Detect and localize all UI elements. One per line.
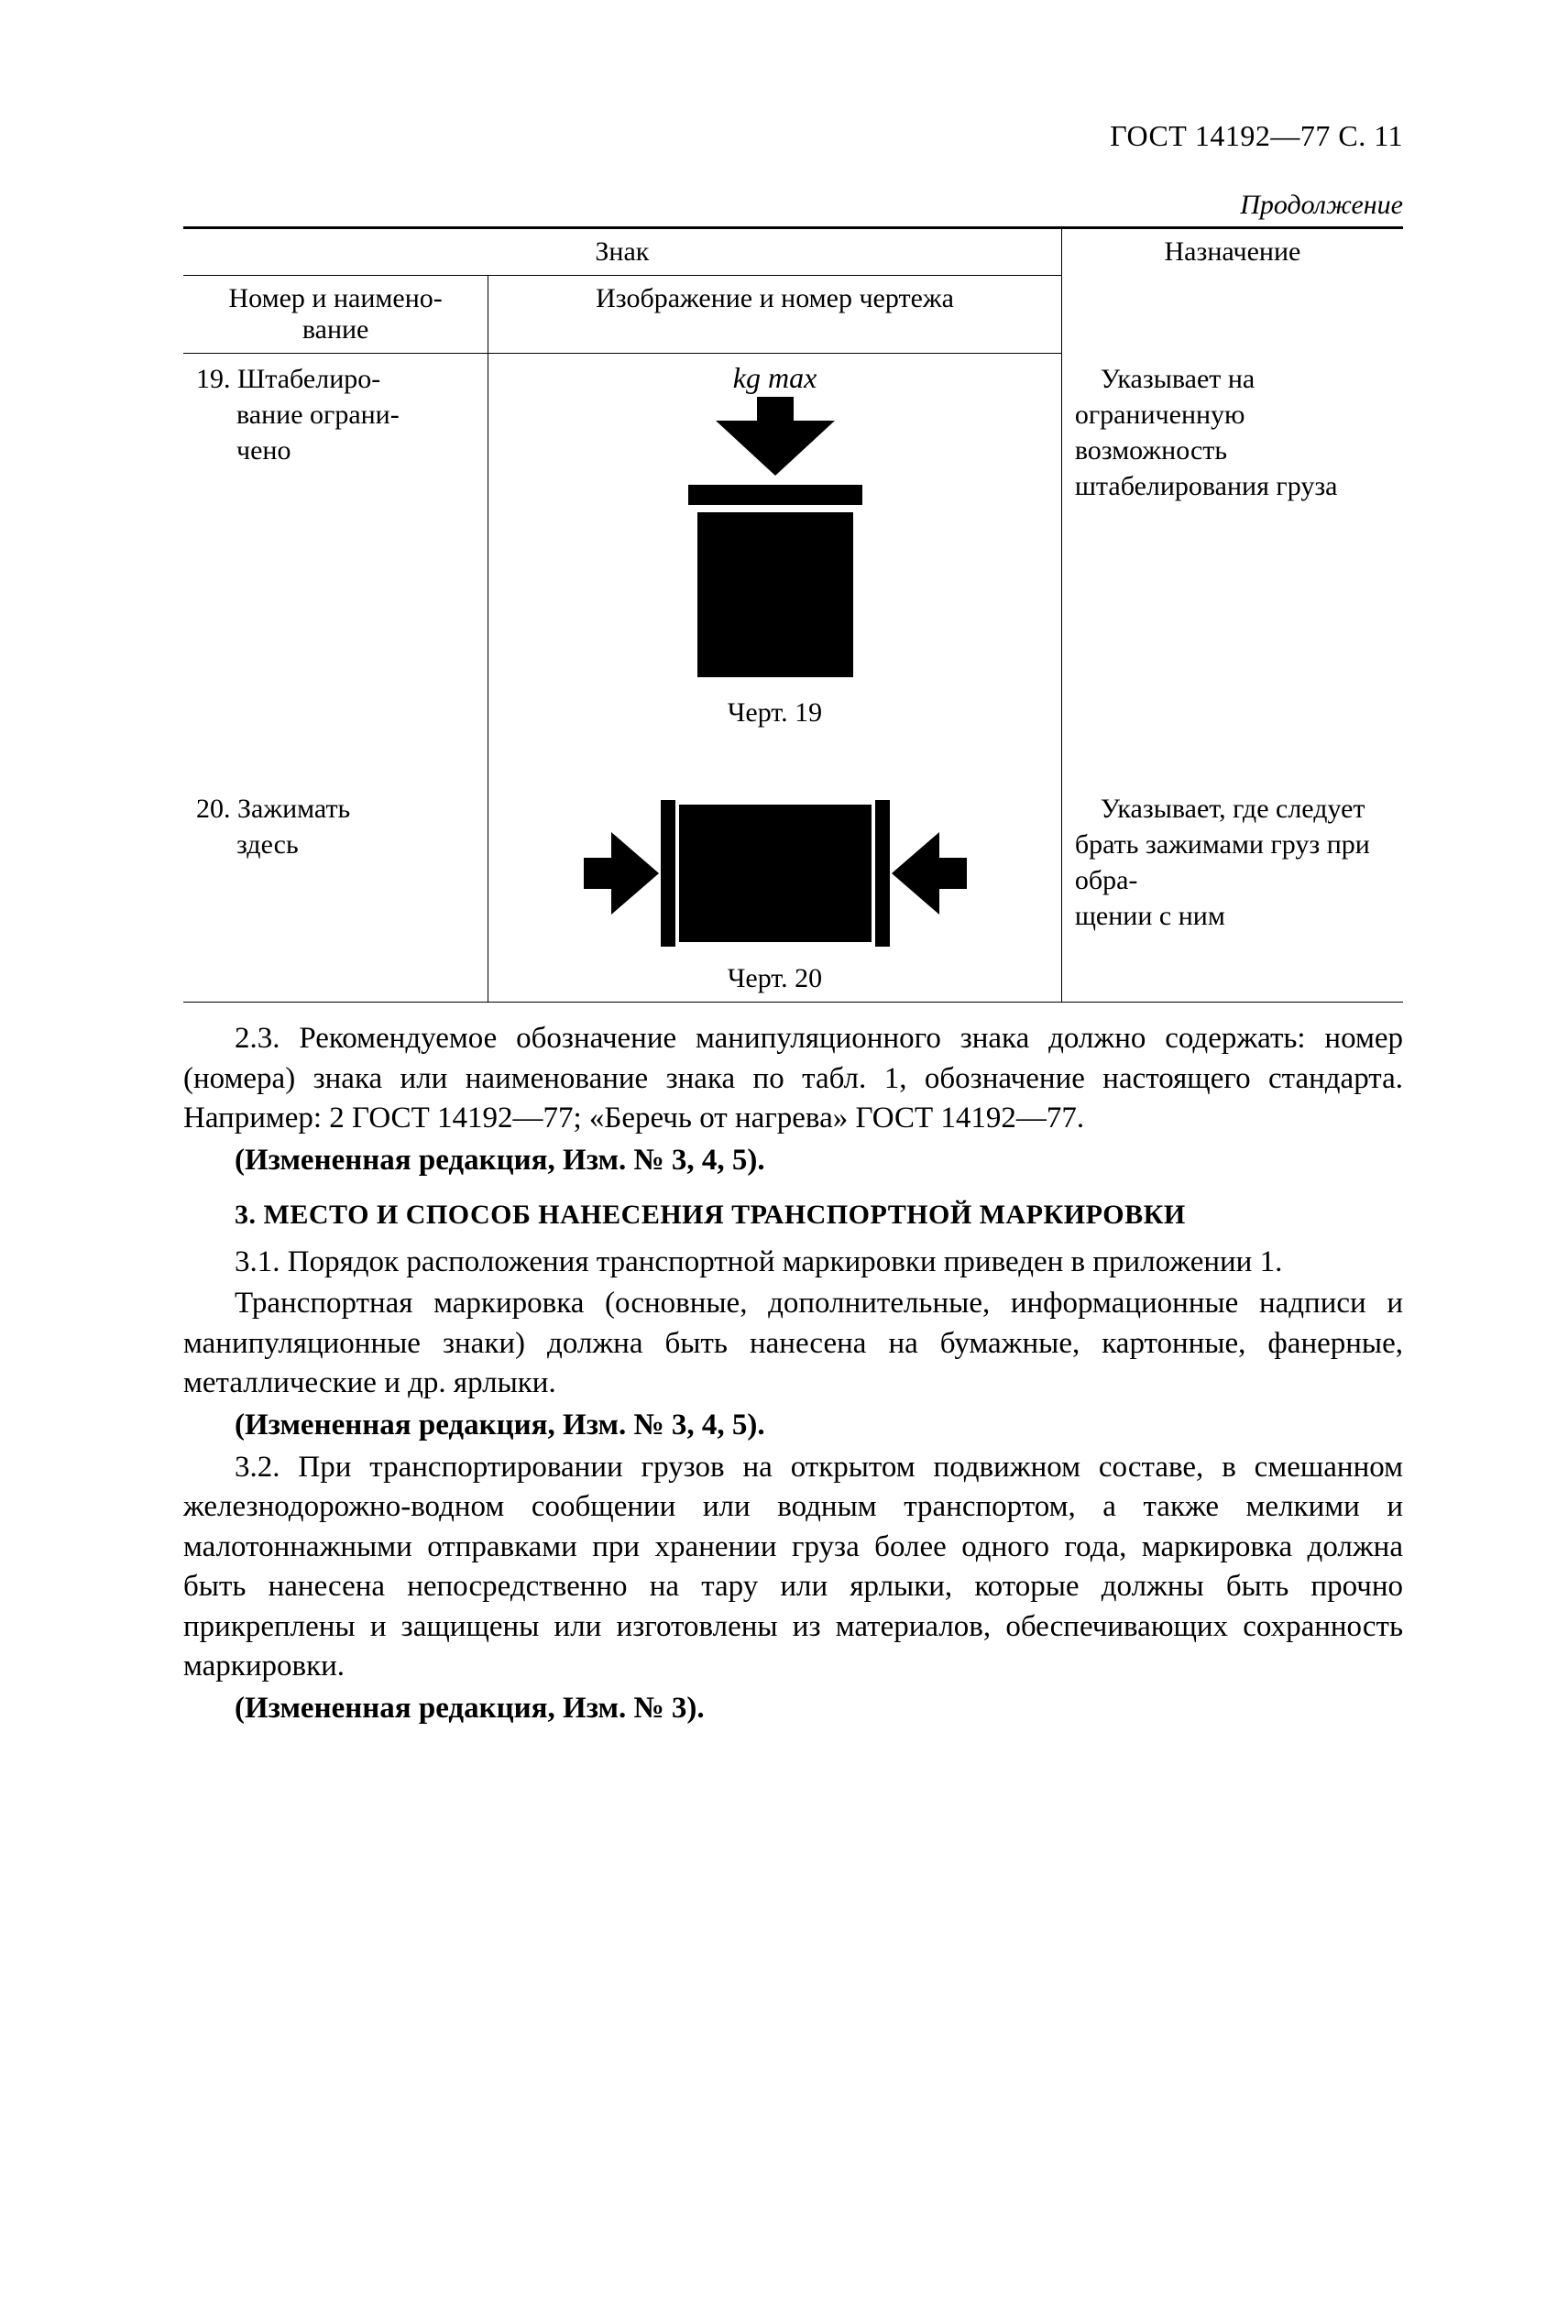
th-nomer: Номер и наимено- вание xyxy=(183,276,488,354)
th-naznachenie: Назначение xyxy=(1061,228,1403,354)
fig19-caption: Черт. 19 xyxy=(501,697,1048,729)
section-3-title: 3. МЕСТО И СПОСОБ НАНЕСЕНИЯ ТРАНСПОРТНОЙ… xyxy=(183,1197,1403,1233)
table-row: 19. Штабелиро- вание ограни- чено kg max… xyxy=(183,354,1403,737)
amendment-note-3: (Измененная редакция, Изм. № 3). xyxy=(183,1689,1403,1729)
page: ГОСТ 14192—77 С. 11 Продолжение Знак Наз… xyxy=(0,0,1568,2324)
amendment-note-345-b: (Измененная редакция, Изм. № 3, 4, 5). xyxy=(183,1406,1403,1446)
amendment-note-345-a: (Измененная редакция, Изм. № 3, 4, 5). xyxy=(183,1141,1403,1181)
row20-name: 20. Зажимать здесь xyxy=(196,791,475,862)
signs-table: Знак Назначение Номер и наимено- вание И… xyxy=(183,226,1403,1003)
th-izobr: Изображение и номер чертежа xyxy=(488,276,1062,354)
kg-max-label: kg max xyxy=(501,361,1048,395)
row19-name: 19. Штабелиро- вание ограни- чено xyxy=(196,361,475,468)
row20-purpose: Указывает, где следует брать зажимами гр… xyxy=(1075,791,1390,934)
para-2-3: 2.3. Рекомендуемое обозначение манипуляц… xyxy=(183,1019,1403,1139)
fig20-caption: Черт. 20 xyxy=(501,963,1048,994)
stacking-limited-icon xyxy=(674,397,876,690)
body-text: 2.3. Рекомендуемое обозначение манипуляц… xyxy=(183,1019,1403,1728)
row19-purpose: Указывает на ограниченную возможность шт… xyxy=(1075,361,1390,504)
para-3-2: 3.2. При транспортировании грузов на отк… xyxy=(183,1448,1403,1687)
para-3-1a: 3.1. Порядок расположения транспортной м… xyxy=(183,1243,1403,1283)
clamp-here-icon xyxy=(583,791,968,956)
continuation-label: Продолжение xyxy=(183,190,1403,221)
doc-reference: ГОСТ 14192—77 С. 11 xyxy=(183,119,1403,153)
para-3-1b: Транспортная маркировка (основные, допол… xyxy=(183,1284,1403,1404)
table-row: 20. Зажимать здесь Черт. 20 Указывает, г… xyxy=(183,736,1403,1003)
th-znak: Знак xyxy=(183,228,1061,276)
